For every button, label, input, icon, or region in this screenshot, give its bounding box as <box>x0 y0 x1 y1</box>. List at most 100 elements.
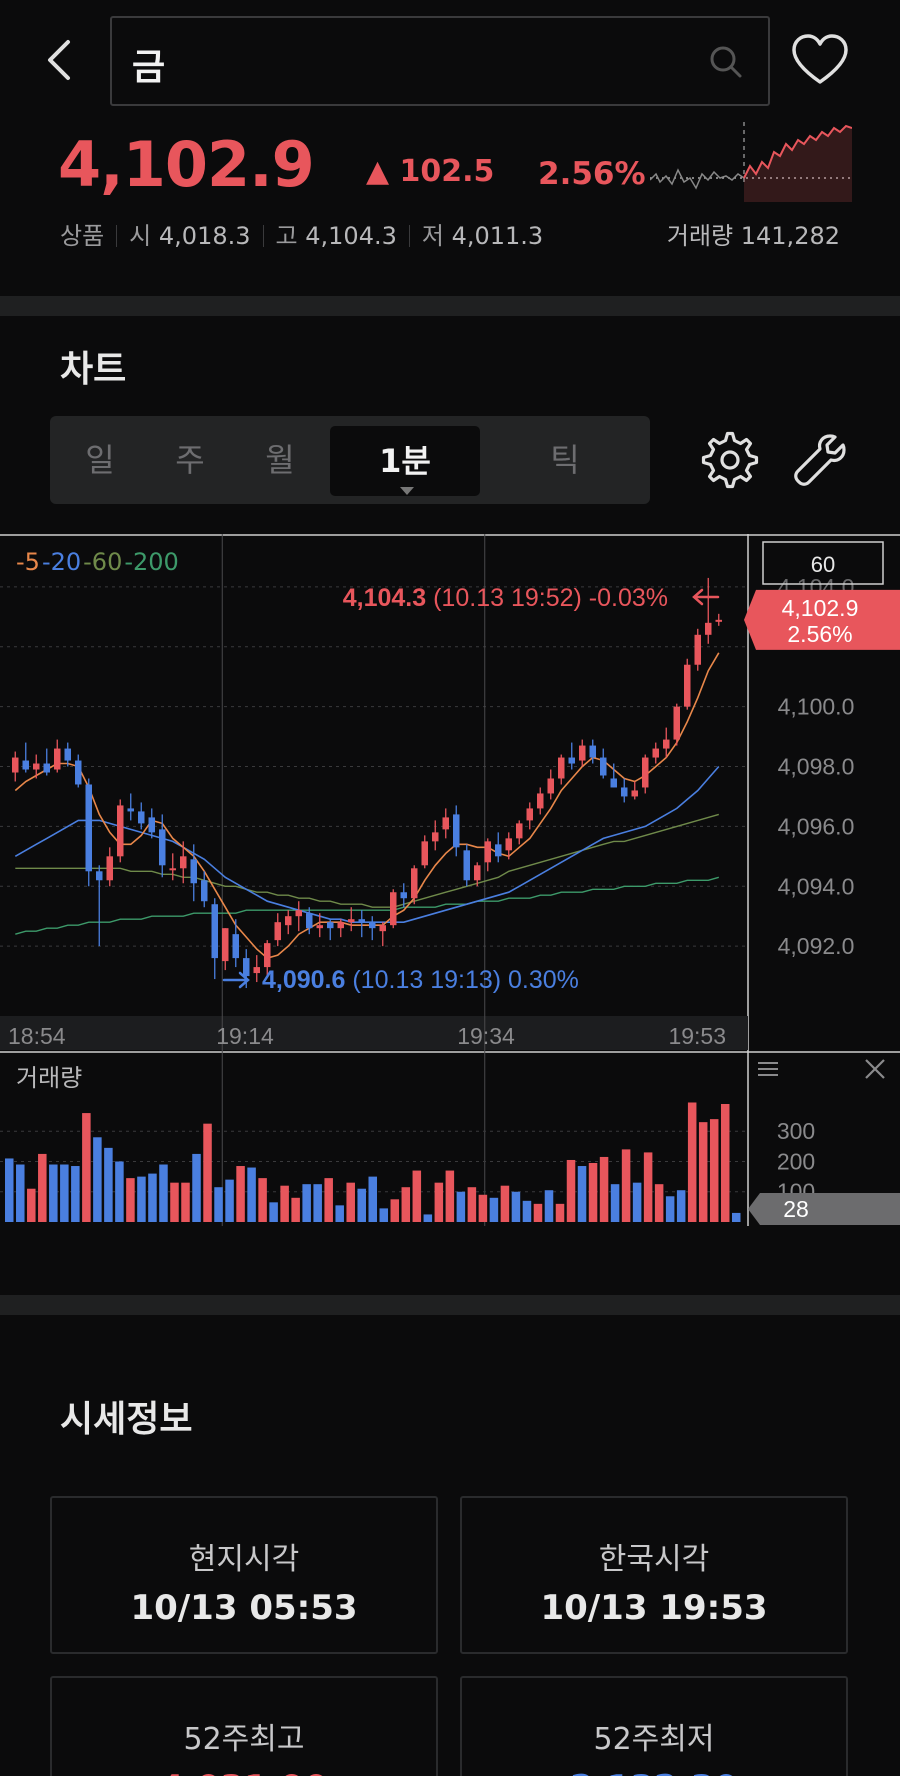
ma-legend-item: -200 <box>124 548 179 576</box>
candle-body <box>211 904 219 959</box>
volume-bar <box>60 1164 69 1222</box>
volume-bar <box>170 1182 179 1222</box>
volume-bar <box>5 1158 14 1222</box>
price-chart[interactable]: 4,100.0 4,098.0 4,096.0 4,094.0 4,092.0 4,104… <box>0 534 900 1226</box>
current-volume-value: 28 <box>783 1196 809 1222</box>
volume-bar <box>368 1176 378 1222</box>
volume-bar <box>687 1102 697 1222</box>
candle-body <box>620 787 628 797</box>
candle-body <box>253 967 261 974</box>
candle-body <box>263 943 271 968</box>
chart-background <box>0 534 900 1226</box>
candle-body <box>74 760 82 785</box>
candle-body <box>421 841 429 866</box>
volume-panel-label: 거래량 <box>16 1064 82 1092</box>
volume-bar <box>577 1166 587 1222</box>
volume-bar <box>731 1212 741 1222</box>
quote-summary: 상품 시 4,018.3 고 4,104.3 저 4,011.3 <box>60 216 543 251</box>
volume-bar <box>401 1187 411 1222</box>
volume-bar <box>203 1123 212 1222</box>
volume-bar <box>709 1119 719 1222</box>
favorite-button[interactable] <box>788 30 852 90</box>
candle-body <box>463 850 471 881</box>
volume-bar <box>49 1164 58 1222</box>
volume-bar <box>676 1190 686 1222</box>
candle-body <box>95 871 103 881</box>
search-input[interactable]: 금 <box>110 16 770 106</box>
candle-body <box>32 763 40 770</box>
volume-bar <box>346 1182 355 1222</box>
search-icon <box>710 46 742 78</box>
volume-bar <box>522 1200 532 1222</box>
candle-body <box>631 790 639 797</box>
volume-bar <box>16 1164 25 1222</box>
info-label: 한국시각 <box>598 1542 710 1577</box>
chart-tools-button[interactable] <box>790 430 850 490</box>
candle-body <box>641 757 649 788</box>
volume-bar <box>599 1156 609 1222</box>
volume-value: 141,282 <box>740 222 840 250</box>
volume-bar <box>258 1178 267 1222</box>
volume-bar <box>93 1137 102 1222</box>
y-tick-label: 4,096.0 <box>778 813 855 839</box>
section-divider <box>0 296 900 316</box>
volume-bar <box>445 1170 455 1222</box>
candle-body <box>200 880 208 902</box>
total-volume: 거래량 141,282 <box>667 216 840 251</box>
tab-weekly[interactable]: 주 <box>175 441 205 479</box>
volume-bar <box>236 1166 245 1222</box>
candle-body <box>284 916 292 926</box>
info-value: 10/13 19:53 <box>540 1588 768 1628</box>
high-annotation-price: 4,104.3 <box>343 584 433 612</box>
volume-bar <box>456 1191 466 1222</box>
current-price-badge <box>744 589 900 650</box>
candle-body <box>326 922 334 929</box>
volume-bar <box>192 1153 201 1222</box>
tab-tick[interactable]: 틱 <box>550 441 580 479</box>
candle-body <box>106 856 114 881</box>
tab-1min[interactable]: 1분 <box>330 426 480 496</box>
candle-body <box>347 919 355 923</box>
candle-body <box>694 634 702 665</box>
volume-bar <box>148 1173 157 1222</box>
candle-body <box>515 823 523 839</box>
candle-body <box>673 706 681 740</box>
x-tick-label: 19:14 <box>216 1023 274 1049</box>
volume-bar <box>324 1178 333 1222</box>
tab-daily[interactable]: 일 <box>85 441 115 479</box>
candle-body <box>368 922 376 929</box>
volume-y-tick: 200 <box>777 1148 815 1174</box>
high-value: 4,104.3 <box>305 222 397 250</box>
candle-body <box>536 793 544 809</box>
current-price-badge-pct: 2.56% <box>787 621 852 647</box>
close-icon[interactable] <box>865 1059 885 1079</box>
candle-body <box>431 832 439 842</box>
info-value: 4,031.90 <box>52 1768 436 1776</box>
volume-bar <box>610 1184 620 1222</box>
menu-icon[interactable] <box>758 1062 778 1076</box>
chart-section-title: 차트 <box>60 349 127 390</box>
volume-bar <box>698 1122 708 1222</box>
info-label: 현지시각 <box>188 1542 300 1577</box>
back-button[interactable] <box>36 30 86 90</box>
volume-bar <box>247 1167 256 1222</box>
candle-body <box>169 868 177 871</box>
ma-legend-item: -60 <box>83 548 123 576</box>
x-axis-band <box>0 1016 748 1050</box>
volume-bar <box>379 1208 389 1222</box>
ma200-line <box>15 876 719 935</box>
volume-bar <box>665 1196 675 1222</box>
heart-icon <box>792 34 848 84</box>
volume-bar <box>412 1170 422 1222</box>
x-tick-label: 18:54 <box>8 1023 66 1049</box>
volume-bar <box>27 1188 36 1222</box>
tab-monthly[interactable]: 월 <box>265 441 295 479</box>
chart-settings-button[interactable] <box>700 430 760 490</box>
section-divider <box>0 1295 900 1315</box>
volume-bar <box>104 1147 113 1222</box>
arrow-left-icon <box>692 588 720 606</box>
y-tick-label: 4,094.0 <box>778 873 855 899</box>
volume-bar <box>555 1203 565 1222</box>
period-tabs: 일 주 월 1분 틱 <box>50 416 650 504</box>
chevron-left-icon <box>48 40 70 80</box>
